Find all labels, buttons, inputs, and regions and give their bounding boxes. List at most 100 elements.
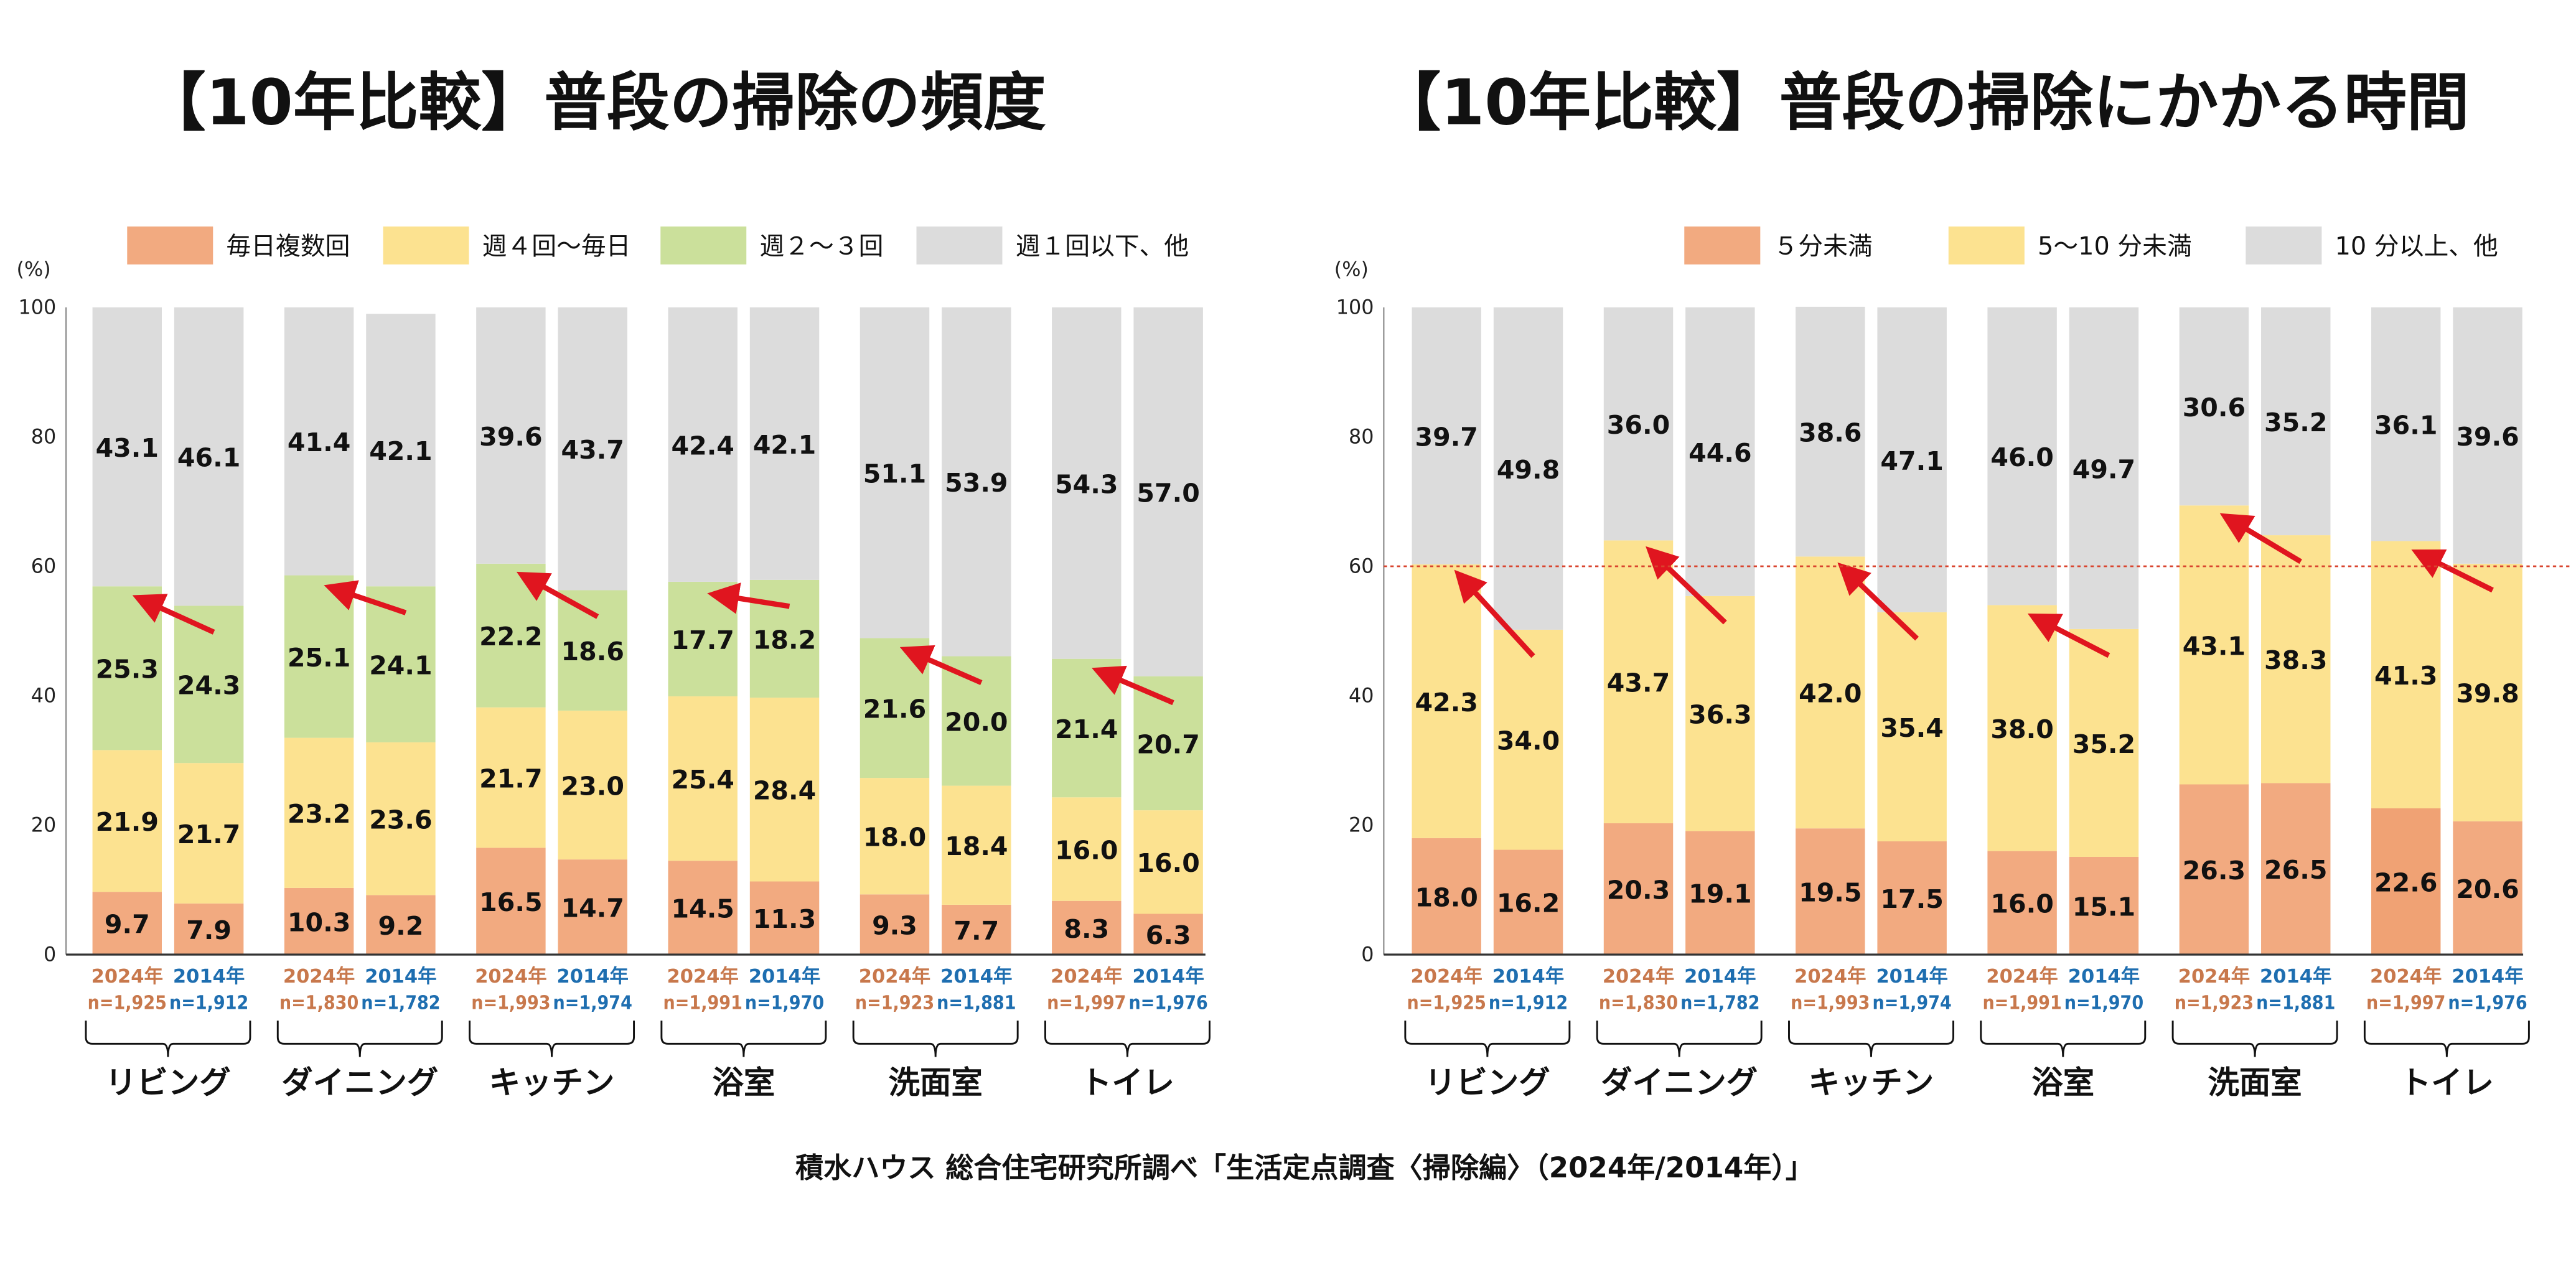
chart-title: 【10年比較】普段の掃除にかかる時間 (1378, 65, 2469, 139)
y-tick-label: 100 (1336, 296, 1374, 319)
sample-size-label: n=1,881 (937, 993, 1016, 1014)
trend-arrow (2411, 549, 2494, 593)
category-label: リビング (105, 1064, 231, 1101)
data-label: 14.7 (561, 894, 624, 923)
year-label: 2024年 (91, 966, 163, 988)
data-label: 23.2 (288, 799, 350, 829)
bar-segment (92, 307, 162, 587)
data-label: 39.6 (2456, 422, 2519, 452)
data-label: 42.1 (753, 430, 816, 460)
data-label: 44.6 (1688, 438, 1751, 468)
data-label: 11.3 (753, 904, 816, 934)
sample-size-label: n=1,881 (2256, 993, 2335, 1014)
bar-segment (1796, 828, 1865, 955)
sample-size-label: n=1,993 (471, 993, 550, 1014)
bar-segment (284, 737, 354, 888)
bar-segment (1796, 556, 1865, 829)
data-label: 19.1 (1688, 879, 1751, 909)
bar-segment (558, 859, 627, 955)
sample-size-label: n=1,974 (1872, 993, 1951, 1014)
bar-segment (1493, 849, 1563, 955)
data-label: 17.7 (671, 625, 734, 655)
year-label: 2014年 (557, 966, 629, 988)
sample-size-label: n=1,991 (663, 993, 742, 1014)
y-tick-label: 0 (44, 943, 56, 966)
trend-arrow (132, 594, 215, 635)
bar-segment (366, 895, 436, 955)
year-label: 2014年 (1684, 966, 1756, 988)
category-label: トイレ (2400, 1064, 2494, 1101)
bar-segment (1987, 605, 2057, 851)
data-label: 20.6 (2456, 874, 2519, 904)
bar-segment (2179, 784, 2249, 955)
bar-segment (749, 307, 820, 580)
bar-segment (1493, 307, 1563, 630)
y-tick-label: 0 (1361, 943, 1374, 966)
data-label: 16.0 (1136, 848, 1199, 878)
year-label: 2014年 (2068, 966, 2140, 988)
data-label: 49.8 (1497, 455, 1560, 485)
data-label: 39.6 (479, 422, 542, 452)
trend-arrow (707, 582, 790, 614)
trend-arrow (1646, 546, 1727, 625)
legend-label: ５分未満 (1774, 232, 1873, 261)
bar-segment (1133, 810, 1203, 914)
year-label: 2014年 (749, 966, 820, 988)
data-label: 43.7 (561, 435, 624, 465)
data-label: 42.4 (671, 431, 734, 460)
y-tick-label: 80 (1349, 425, 1374, 449)
legend-swatch (660, 226, 747, 264)
data-label: 16.5 (479, 887, 542, 917)
group-brace (2363, 1021, 2530, 1057)
data-label: 28.4 (753, 776, 816, 806)
data-label: 30.6 (2183, 393, 2246, 423)
bar-segment (2371, 307, 2441, 541)
bar-segment (1877, 612, 1947, 842)
year-label: 2014年 (1132, 966, 1204, 988)
data-label: 36.3 (1688, 700, 1751, 730)
bar-segment (1493, 629, 1563, 850)
data-label: 16.0 (1055, 835, 1118, 865)
chart-title: 【10年比較】普段の掃除の頻度 (143, 65, 1046, 139)
year-label: 2024年 (1794, 966, 1866, 988)
bar-segment (2261, 307, 2331, 536)
sample-size-label: n=1,976 (2448, 993, 2527, 1014)
bar-segment (1412, 307, 1481, 564)
sample-size-label: n=1,997 (1047, 993, 1126, 1014)
bar-segment (284, 887, 354, 955)
bar-segment (1052, 797, 1122, 901)
group-brace (1980, 1021, 2147, 1057)
group-brace (1788, 1021, 1954, 1057)
sample-size-label: n=1,991 (1982, 993, 2061, 1014)
bar-segment (1412, 838, 1481, 955)
y-tick-label: 40 (1349, 684, 1374, 708)
y-unit: (%) (17, 258, 51, 281)
bar-segment (174, 903, 244, 955)
sample-size-label: n=1,925 (88, 993, 167, 1014)
data-label: 47.1 (1880, 446, 1943, 476)
legend-swatch (2246, 226, 2322, 264)
bar-segment (2453, 307, 2522, 564)
sample-size-label: n=1,923 (855, 993, 934, 1014)
sample-size-label: n=1,974 (553, 993, 632, 1014)
category-label: 浴室 (712, 1064, 775, 1101)
data-label: 21.4 (1055, 714, 1118, 744)
data-label: 22.6 (2374, 867, 2437, 897)
bar-segment (2261, 535, 2331, 783)
data-label: 15.1 (2073, 892, 2135, 922)
source-footer: 積水ハウス 総合住宅研究所調べ「生活定点調査〈掃除編〉（2024年/2014年）… (795, 1151, 1814, 1184)
bar-segment (2453, 821, 2522, 955)
data-label: 26.3 (2183, 856, 2246, 886)
year-label: 2024年 (667, 966, 739, 988)
data-label: 54.3 (1055, 469, 1118, 499)
data-label: 46.0 (1990, 442, 2053, 472)
legend-swatch (1684, 226, 1761, 264)
bar-segment (476, 848, 546, 955)
bar-segment (1877, 307, 1947, 612)
y-tick-label: 100 (18, 296, 56, 319)
data-label: 53.9 (945, 468, 1008, 498)
sample-size-label: n=1,912 (1489, 993, 1568, 1014)
bar-segment (174, 763, 244, 904)
trend-arrow (1454, 569, 1535, 658)
data-label: 17.5 (1880, 884, 1943, 914)
